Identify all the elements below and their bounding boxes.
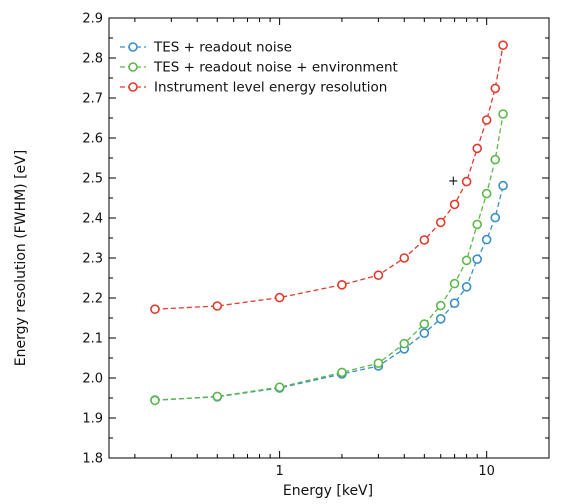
series-2 [150, 109, 508, 406]
y-axis-label: Energy resolution (FWHM) [eV] [13, 150, 29, 366]
data-point [337, 367, 347, 378]
legend-marker [128, 42, 138, 52]
data-point [490, 83, 501, 94]
series-layer [150, 40, 508, 406]
data-point [472, 254, 482, 265]
series-1 [150, 180, 508, 405]
data-point [373, 270, 384, 281]
series-3 [150, 40, 508, 315]
legend-label: TES + readout noise + environment [153, 60, 398, 76]
data-point [419, 328, 430, 339]
data-point [212, 301, 223, 311]
data-point [490, 212, 501, 223]
data-point [490, 154, 501, 165]
y-axis-ticks: 1.8 1.9 2.0 2.1 2.2 2.3 2.4 2.5 2.6 2.7 2.8 2.9 [82, 12, 549, 467]
data-point [373, 358, 384, 369]
data-point [399, 253, 410, 263]
y-tick-label: 2.0 [82, 372, 103, 387]
data-point [481, 115, 492, 125]
series-line [154, 185, 504, 401]
series-line [154, 113, 504, 402]
data-point [337, 279, 347, 290]
data-point [419, 319, 430, 329]
y-tick-label: 2.1 [82, 332, 103, 347]
data-point [472, 219, 482, 230]
legend-label: Instrument level energy resolution [154, 80, 387, 96]
data-point [274, 382, 285, 393]
y-tick-label: 2.8 [82, 52, 103, 67]
data-point [498, 109, 508, 119]
y-tick-label: 1.9 [82, 412, 103, 427]
data-point [449, 199, 460, 210]
data-point [150, 395, 160, 406]
legend-marker [128, 82, 138, 92]
legend-item-2: TES + readout noise + environment [120, 60, 398, 76]
data-point [435, 217, 446, 228]
data-point [461, 255, 472, 266]
data-point [481, 234, 492, 245]
y-tick-label: 2.6 [82, 132, 103, 147]
data-point [461, 176, 472, 187]
legend: TES + readout noise TES + readout noise +… [120, 40, 398, 96]
legend-marker [128, 62, 138, 72]
plus-marker-annotation: + [448, 174, 459, 189]
data-point [212, 391, 223, 402]
y-tick-label: 2.3 [82, 252, 103, 267]
data-point [274, 292, 285, 303]
data-point [481, 188, 492, 199]
legend-item-3: Instrument level energy resolution [120, 80, 387, 96]
x-axis-ticks: 1 10 [134, 18, 550, 479]
data-point [461, 281, 472, 292]
data-point [435, 313, 446, 324]
data-point [435, 300, 446, 311]
legend-label: TES + readout noise [153, 40, 292, 56]
x-axis-label: Energy [keV] [283, 483, 373, 499]
y-tick-label: 2.7 [82, 92, 103, 107]
y-tick-label: 2.4 [82, 212, 103, 227]
data-point [399, 338, 410, 349]
x-tick-label: 1 [275, 464, 283, 479]
series-line [154, 45, 504, 310]
annotation-layer: + [448, 174, 459, 189]
data-point [472, 143, 482, 154]
data-point [419, 235, 430, 245]
data-point [498, 40, 508, 51]
data-point [150, 304, 160, 315]
data-point [449, 298, 460, 309]
y-tick-label: 2.5 [82, 172, 103, 187]
data-point [449, 278, 460, 289]
x-tick-label: 10 [478, 464, 495, 479]
y-tick-label: 1.8 [82, 452, 103, 467]
data-point [498, 180, 508, 191]
legend-item-1: TES + readout noise [120, 40, 292, 56]
y-tick-label: 2.9 [82, 12, 103, 27]
y-tick-label: 2.2 [82, 292, 103, 307]
